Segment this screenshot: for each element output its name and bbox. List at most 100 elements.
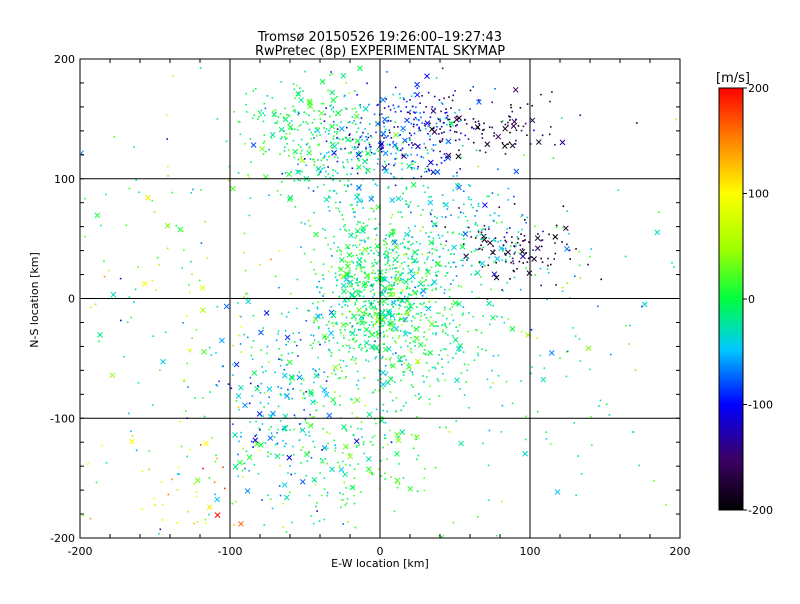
data-point: [244, 142, 246, 145]
data-point: [494, 240, 497, 242]
data-point: [499, 239, 502, 242]
data-point: [411, 160, 414, 163]
data-point: [420, 291, 423, 293]
data-point: [399, 97, 401, 99]
data-point-cross: [321, 445, 328, 451]
data-point: [470, 198, 473, 201]
data-point: [416, 124, 418, 126]
data-point: [339, 228, 342, 231]
data-point: [353, 502, 356, 505]
data-point: [515, 245, 517, 247]
data-point: [407, 241, 409, 243]
data-point: [333, 242, 335, 244]
data-point: [284, 136, 286, 138]
data-point: [407, 227, 410, 229]
data-point: [446, 141, 448, 144]
data-point: [138, 191, 140, 194]
data-point: [294, 97, 296, 100]
data-point: [574, 275, 576, 278]
data-point: [360, 135, 363, 137]
data-point: [320, 461, 323, 464]
data-point-cross: [361, 282, 368, 289]
data-point: [246, 292, 248, 295]
data-point-cross: [531, 256, 537, 262]
data-point: [304, 223, 306, 225]
data-point-cross: [403, 231, 410, 238]
data-point-cross: [510, 123, 517, 129]
data-point: [381, 134, 384, 137]
data-point: [380, 294, 382, 296]
data-point: [577, 455, 579, 457]
data-point: [245, 450, 248, 453]
data-point: [536, 410, 539, 413]
data-point: [361, 139, 363, 141]
data-point: [383, 160, 386, 163]
data-point-cross: [359, 320, 365, 326]
data-point: [394, 352, 397, 354]
data-point: [453, 253, 455, 255]
data-point: [376, 104, 379, 107]
data-point: [514, 243, 517, 245]
data-point: [339, 201, 341, 204]
data-point: [513, 195, 515, 198]
data-point: [382, 301, 384, 304]
data-point-cross: [402, 331, 409, 337]
data-point: [227, 179, 230, 182]
data-point: [376, 246, 379, 249]
data-point: [444, 322, 446, 325]
data-point: [388, 325, 391, 328]
data-point: [368, 103, 370, 106]
data-point: [154, 504, 156, 506]
data-point-cross: [223, 303, 230, 310]
data-point: [514, 251, 516, 253]
data-point: [451, 302, 453, 305]
data-point: [404, 253, 407, 255]
data-point: [536, 337, 538, 339]
data-point-cross: [390, 362, 396, 369]
data-point: [178, 473, 181, 475]
data-point: [342, 334, 345, 337]
data-point: [348, 285, 351, 287]
data-point: [448, 288, 451, 291]
data-point-cross: [535, 139, 542, 145]
data-point: [348, 121, 351, 123]
data-point: [325, 128, 328, 130]
data-point: [477, 202, 480, 205]
data-point: [352, 338, 354, 341]
data-point: [497, 354, 500, 357]
data-point-cross: [391, 239, 398, 246]
data-point: [374, 261, 377, 264]
data-point: [128, 296, 131, 298]
data-point: [470, 251, 473, 253]
data-point: [359, 267, 362, 270]
data-point: [336, 96, 338, 98]
data-point-cross: [494, 256, 501, 262]
data-point: [407, 206, 410, 208]
data-point: [365, 300, 367, 303]
data-point: [400, 274, 402, 277]
data-point: [342, 165, 345, 168]
data-point: [308, 179, 311, 182]
data-point: [272, 110, 275, 112]
data-point: [424, 353, 427, 356]
data-point: [414, 116, 417, 119]
data-point: [383, 125, 386, 128]
data-point: [366, 329, 368, 331]
data-point: [370, 321, 373, 323]
data-point: [340, 253, 342, 256]
data-point: [375, 121, 377, 124]
data-point: [369, 441, 372, 443]
data-point: [322, 316, 324, 319]
data-point: [512, 260, 514, 262]
data-point: [373, 294, 375, 296]
data-point: [380, 148, 383, 151]
data-point: [289, 293, 292, 295]
data-point: [325, 170, 327, 173]
data-point: [539, 267, 542, 270]
data-point: [339, 506, 342, 509]
data-point: [380, 322, 382, 325]
data-point: [291, 521, 293, 524]
data-point: [579, 114, 582, 116]
data-point-cross: [443, 201, 449, 208]
data-point: [274, 275, 277, 278]
